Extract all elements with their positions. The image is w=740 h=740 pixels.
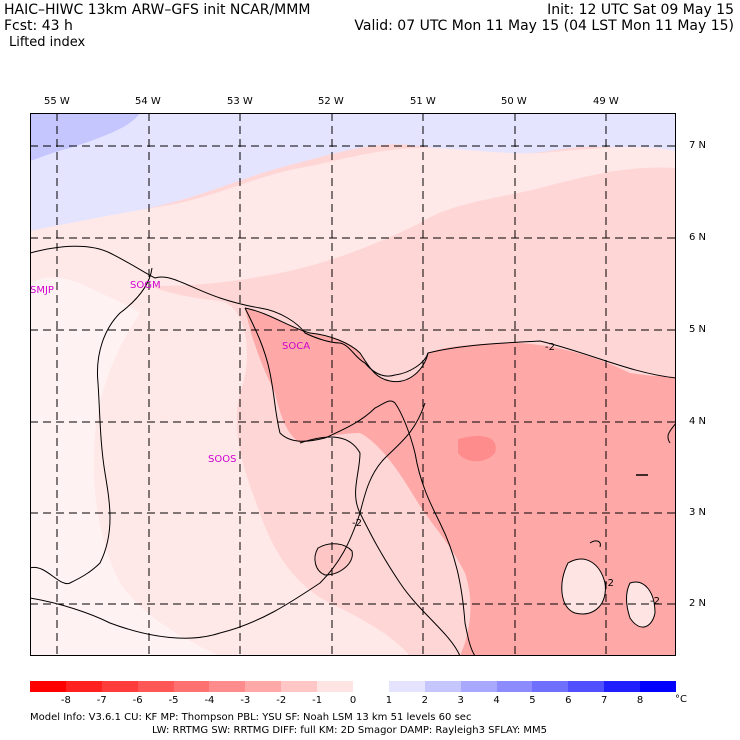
map-frame (30, 113, 676, 656)
colorbar-tick-label: -4 (204, 695, 215, 706)
lon-label-49w: 49 W (593, 96, 619, 107)
colorbar-swatch (604, 681, 641, 692)
colorbar-tick-label: 7 (601, 695, 608, 706)
colorbar-swatch (245, 681, 282, 692)
contour-label-1: -2 (545, 342, 555, 353)
colorbar-tick-label: -3 (240, 695, 251, 706)
header-model-title: HAIC–HIWC 13km ARW–GFS init NCAR/MMM (4, 2, 311, 18)
station-soos: SOOS (208, 454, 236, 465)
field-lighter-pocket-3 (314, 543, 353, 575)
colorbar-swatch (353, 681, 390, 692)
station-soca: SOCA (282, 341, 310, 352)
field-light-land (30, 246, 410, 656)
colorbar-tick-label: -5 (168, 695, 179, 706)
colorbar-swatch (532, 681, 569, 692)
field-lightest-land (30, 277, 220, 656)
field-lighter-pocket-1 (561, 559, 606, 614)
colorbar-swatch (137, 681, 175, 692)
colorbar-tick-label: 1 (385, 695, 393, 706)
colorbar-tick-label: -6 (132, 695, 143, 706)
colorbar-tick-label: 2 (421, 695, 428, 706)
colorbar-swatch (460, 681, 498, 692)
lat-label-4n: 4 N (689, 416, 707, 427)
colorbar-tick-label: 6 (565, 695, 572, 706)
colorbar-swatch (173, 681, 210, 692)
lon-label-52w: 52 W (318, 96, 344, 107)
footer-physics-info: LW: RRTMG SW: RRTMG DIFF: full KM: 2D Sm… (152, 725, 548, 736)
contour-label-3: -2 (604, 578, 614, 589)
colorbar-tick-label: -2 (276, 695, 287, 706)
header-forecast-hour: Fcst: 43 h (4, 18, 73, 34)
colorbar-tick-label: -7 (96, 695, 107, 706)
colorbar-tick-label: 5 (529, 695, 536, 706)
station-sogm: SOGM (130, 280, 161, 291)
colorbar-swatch (496, 681, 533, 692)
contour-line-minus2-b (667, 422, 676, 444)
station-smjp: SMJP (30, 285, 54, 296)
colorbar-tick-label: -8 (60, 695, 71, 706)
footer-model-info: Model Info: V3.6.1 CU: KF MP: Thompson P… (30, 712, 472, 723)
colorbar-swatch (281, 681, 318, 692)
lat-label-6n: 6 N (689, 232, 707, 243)
header-valid-time: Valid: 07 UTC Mon 11 May 15 (04 LST Mon … (354, 18, 734, 34)
colorbar-tick-label: 0 (349, 695, 357, 706)
lifted-index-map: SMJP SOGM SOCA SOOS -2 -2 -2 -2 (30, 113, 676, 656)
contour-line-minus2-a (244, 307, 676, 383)
lon-label-54w: 54 W (135, 96, 161, 107)
colorbar-swatch (209, 681, 246, 692)
colorbar-swatch (30, 681, 67, 692)
colorbar-unit: °C (675, 694, 687, 705)
contour-pocket-1-outline (561, 558, 606, 615)
colorbar-tick-label: 4 (493, 695, 500, 706)
colorbar-tick-label: 8 (636, 695, 644, 706)
colorbar-swatch (568, 681, 605, 692)
field-positive-band-strong (30, 113, 140, 161)
colorbar-swatch (388, 681, 426, 692)
header-init-time: Init: 12 UTC Sat 09 May 15 (547, 2, 734, 18)
lat-label-7n: 7 N (689, 140, 707, 151)
field-lighter-pocket-2 (626, 582, 655, 628)
lat-label-2n: 2 N (689, 598, 707, 609)
colorbar-swatch (317, 681, 354, 692)
lon-label-53w: 53 W (227, 96, 253, 107)
lon-label-55w: 55 W (44, 96, 70, 107)
contour-label-4: -2 (650, 596, 660, 607)
colorbar-swatch (101, 681, 139, 692)
contour-small-1 (589, 540, 601, 548)
contour-pocket-2-outline (626, 581, 656, 628)
colorbar-tick-label: 3 (457, 695, 464, 706)
border-brazil-south (30, 402, 426, 639)
lat-label-3n: 3 N (689, 507, 707, 518)
colorbar-swatch (640, 681, 677, 692)
field-name: Lifted index (9, 35, 86, 50)
contour-pocket-3-outline (314, 543, 353, 576)
lon-label-51w: 51 W (410, 96, 436, 107)
colorbar-swatch (424, 681, 462, 692)
colorbar-swatch (65, 681, 103, 692)
border-suriname-french-guiana (244, 307, 476, 656)
lon-label-50w: 50 W (501, 96, 527, 107)
graticule (30, 113, 676, 656)
coastline (30, 245, 429, 377)
field-negative-core (458, 435, 496, 462)
contour-label-2: -2 (352, 518, 362, 529)
colorbar-tick-label: -1 (312, 695, 323, 706)
border-guyana-suriname (30, 267, 153, 585)
lat-label-5n: 5 N (689, 324, 707, 335)
